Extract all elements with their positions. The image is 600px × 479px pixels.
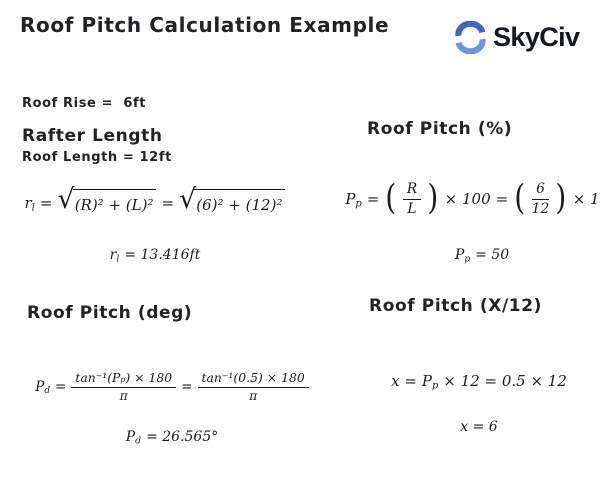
page-title: Roof Pitch Calculation Example xyxy=(20,13,390,37)
result-value: = 50 xyxy=(475,247,510,263)
times-factor: × 100 xyxy=(572,190,600,209)
rhs: × 12 = 0.5 × 12 xyxy=(443,372,567,390)
given-roof-length: Roof Length = 12ft xyxy=(22,150,172,165)
var-subscript: l xyxy=(31,202,35,214)
var-base: P xyxy=(35,379,45,396)
fraction: tan⁻¹(0.5) × 180 π xyxy=(197,370,309,404)
var-subscript: p xyxy=(355,198,362,210)
equals-sign: = xyxy=(495,190,509,209)
heading-roof-pitch-deg: Roof Pitch (deg) xyxy=(27,303,193,323)
var-subscript: l xyxy=(116,253,120,265)
equals-sign: = xyxy=(181,379,193,396)
right-paren: ) xyxy=(555,178,567,219)
radicand: (R)² + (L)² xyxy=(72,189,157,217)
square-root: √ (6)² + (12)² xyxy=(179,184,286,217)
result-value: = 13.416ft xyxy=(124,247,201,263)
equals-sign: = xyxy=(366,190,380,209)
skyciv-logo: SkyCiv xyxy=(454,21,580,54)
var-subscript: d xyxy=(135,435,142,447)
var-subscript: p xyxy=(431,380,439,392)
skyciv-logo-text: SkyCiv xyxy=(493,22,580,52)
denominator: π xyxy=(119,387,128,403)
equals-sign: = xyxy=(39,194,53,213)
numerator: 6 xyxy=(532,181,549,200)
equals-sign: = xyxy=(55,379,67,396)
formula-roof-pitch-percent: Pp = ( R L ) × 100 = ( 6 12 ) × 100 xyxy=(345,178,600,219)
var-base: P xyxy=(125,429,136,445)
var-base: P xyxy=(421,372,432,390)
equals-sign: = xyxy=(161,194,175,213)
skyciv-sync-icon xyxy=(455,21,486,54)
radicand: (6)² + (12)² xyxy=(194,189,286,217)
given-roof-rise: Roof Rise = 6ft xyxy=(22,96,147,111)
lhs: x = xyxy=(391,372,417,390)
var-subscript: d xyxy=(44,386,51,397)
var-base: r xyxy=(24,194,32,213)
var-base: P xyxy=(345,190,356,209)
right-paren: ) xyxy=(427,178,439,219)
result-roof-pitch-x12: x = 6 xyxy=(370,419,588,435)
left-paren: ( xyxy=(514,178,526,219)
result-value: = 26.565° xyxy=(146,429,219,445)
radical-sign: √ xyxy=(179,184,197,215)
numerator: tan⁻¹(Pₚ) × 180 xyxy=(71,370,177,388)
left-paren: ( xyxy=(385,178,397,219)
var-subscript: p xyxy=(464,253,471,265)
var-base: P xyxy=(454,247,465,263)
var-base: r xyxy=(109,247,117,263)
fraction: tan⁻¹(Pₚ) × 180 π xyxy=(71,370,177,404)
given-values: Roof Rise = 6ft Roof Length = 12ft xyxy=(22,59,172,203)
heading-rafter-length: Rafter Length xyxy=(22,126,163,146)
fraction: R L xyxy=(402,181,422,217)
numerator: R xyxy=(402,181,422,200)
numerator: tan⁻¹(0.5) × 180 xyxy=(197,370,309,388)
result-value: x = 6 xyxy=(460,419,498,435)
denominator: π xyxy=(249,387,258,403)
fraction: 6 12 xyxy=(532,181,550,217)
heading-roof-pitch-percent: Roof Pitch (%) xyxy=(367,119,513,139)
heading-roof-pitch-x12: Roof Pitch (X/12) xyxy=(369,296,542,316)
times-factor: × 100 xyxy=(444,190,491,209)
denominator: L xyxy=(407,200,417,217)
square-root: √ (R)² + (L)² xyxy=(57,184,157,217)
denominator: 12 xyxy=(531,200,550,217)
radical-sign: √ xyxy=(57,184,75,215)
